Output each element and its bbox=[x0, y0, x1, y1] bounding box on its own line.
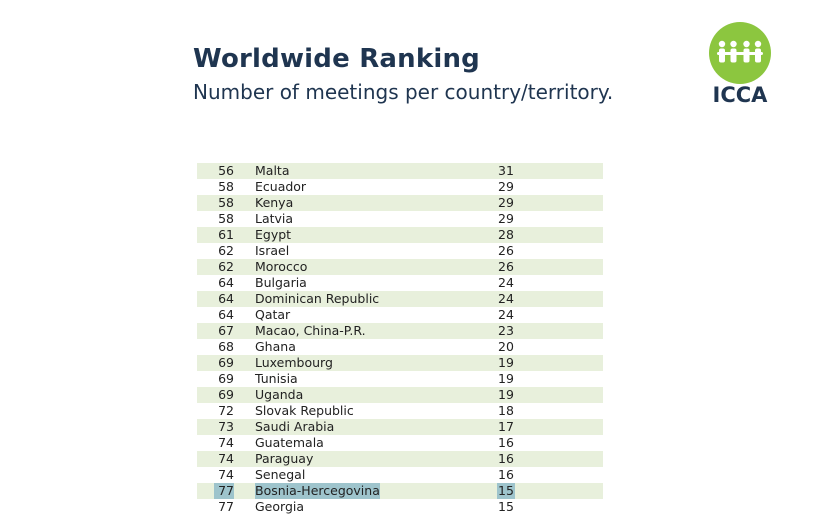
table-row: 62 Morocco 26 bbox=[197, 259, 603, 275]
country-cell: Latvia bbox=[255, 211, 294, 226]
country-cell: Egypt bbox=[255, 227, 292, 242]
rank-cell: 56 bbox=[218, 163, 234, 178]
meetings-count-cell: 18 bbox=[498, 403, 514, 418]
rank-cell: 77 bbox=[218, 499, 234, 514]
meetings-count-cell: 19 bbox=[498, 355, 514, 370]
meetings-count-cell: 24 bbox=[498, 307, 514, 322]
country-cell: Uganda bbox=[255, 387, 304, 402]
rank-cell: 64 bbox=[218, 291, 234, 306]
country-cell: Ghana bbox=[255, 339, 296, 354]
table-row: 64 Dominican Republic 24 bbox=[197, 291, 603, 307]
meetings-count-cell: 15 bbox=[498, 499, 514, 514]
rank-cell: 77 bbox=[214, 483, 234, 499]
country-cell: Morocco bbox=[255, 259, 308, 274]
meetings-count-cell: 24 bbox=[498, 275, 514, 290]
table-row: 62 Israel 26 bbox=[197, 243, 603, 259]
table-row: 58 Ecuador 29 bbox=[197, 179, 603, 195]
meetings-count-cell: 26 bbox=[498, 259, 514, 274]
meetings-count-cell: 19 bbox=[498, 371, 514, 386]
rank-cell: 62 bbox=[218, 243, 234, 258]
meetings-count-cell: 29 bbox=[498, 179, 514, 194]
table-row: 69 Uganda 19 bbox=[197, 387, 603, 403]
country-cell: Tunisia bbox=[255, 371, 298, 386]
meetings-count-cell: 29 bbox=[498, 211, 514, 226]
rank-cell: 58 bbox=[218, 195, 234, 210]
rank-cell: 74 bbox=[218, 467, 234, 482]
table-row: 74 Guatemala 16 bbox=[197, 435, 603, 451]
rank-cell: 58 bbox=[218, 211, 234, 226]
country-cell: Senegal bbox=[255, 467, 306, 482]
meetings-count-cell: 24 bbox=[498, 291, 514, 306]
country-cell: Bulgaria bbox=[255, 275, 307, 290]
people-group-icon bbox=[709, 22, 771, 84]
country-cell: Macao, China-P.R. bbox=[255, 323, 366, 338]
country-cell: Georgia bbox=[255, 499, 305, 514]
country-cell: Bosnia-Hercegovina bbox=[255, 483, 380, 499]
meetings-count-cell: 31 bbox=[498, 163, 514, 178]
rank-cell: 69 bbox=[218, 371, 234, 386]
country-cell: Guatemala bbox=[255, 435, 324, 450]
rank-cell: 61 bbox=[218, 227, 234, 242]
table-row: 61 Egypt 28 bbox=[197, 227, 603, 243]
country-cell: Dominican Republic bbox=[255, 291, 380, 306]
table-row: 77 Georgia 15 bbox=[197, 499, 603, 515]
meetings-count-cell: 20 bbox=[498, 339, 514, 354]
table-row: 74 Paraguay 16 bbox=[197, 451, 603, 467]
table-row: 58 Kenya 29 bbox=[197, 195, 603, 211]
rank-cell: 68 bbox=[218, 339, 234, 354]
rank-cell: 58 bbox=[218, 179, 234, 194]
meetings-count-cell: 16 bbox=[498, 467, 514, 482]
meetings-count-cell: 16 bbox=[498, 435, 514, 450]
table-row: 72 Slovak Republic 18 bbox=[197, 403, 603, 419]
rank-cell: 62 bbox=[218, 259, 234, 274]
rank-cell: 72 bbox=[218, 403, 234, 418]
table-row: 68 Ghana 20 bbox=[197, 339, 603, 355]
meetings-count-cell: 16 bbox=[498, 451, 514, 466]
table-row: 69 Tunisia 19 bbox=[197, 371, 603, 387]
table-row: 67 Macao, China-P.R. 23 bbox=[197, 323, 603, 339]
meetings-count-cell: 26 bbox=[498, 243, 514, 258]
meetings-count-cell: 19 bbox=[498, 387, 514, 402]
table-row: 58 Latvia 29 bbox=[197, 211, 603, 227]
logo-text: ICCA bbox=[712, 83, 768, 107]
rank-cell: 74 bbox=[218, 435, 234, 450]
meetings-count-cell: 15 bbox=[497, 483, 515, 499]
rank-cell: 69 bbox=[218, 355, 234, 370]
page-subtitle: Number of meetings per country/territory… bbox=[193, 80, 614, 104]
country-cell: Saudi Arabia bbox=[255, 419, 335, 434]
ranking-table: 56 Malta 31 58 Ecuador 29 58 Kenya 29 58 Latvia 29 6… bbox=[197, 163, 603, 515]
icca-logo: ICCA bbox=[700, 16, 780, 108]
table-row: 74 Senegal 16 bbox=[197, 467, 603, 483]
country-cell: Slovak Republic bbox=[255, 403, 354, 418]
table-row: 64 Qatar 24 bbox=[197, 307, 603, 323]
country-cell: Qatar bbox=[255, 307, 291, 322]
table-row-highlighted: 77 Bosnia-Hercegovina 15 bbox=[197, 483, 603, 499]
rank-cell: 67 bbox=[218, 323, 234, 338]
meetings-count-cell: 29 bbox=[498, 195, 514, 210]
country-cell: Israel bbox=[255, 243, 290, 258]
rank-cell: 64 bbox=[218, 307, 234, 322]
country-cell: Kenya bbox=[255, 195, 294, 210]
meetings-count-cell: 23 bbox=[498, 323, 514, 338]
page-title: Worldwide Ranking bbox=[193, 44, 480, 74]
country-cell: Ecuador bbox=[255, 179, 307, 194]
country-cell: Luxembourg bbox=[255, 355, 333, 370]
table-row: 64 Bulgaria 24 bbox=[197, 275, 603, 291]
meetings-count-cell: 17 bbox=[498, 419, 514, 434]
table-row: 56 Malta 31 bbox=[197, 163, 603, 179]
table-row: 69 Luxembourg 19 bbox=[197, 355, 603, 371]
country-cell: Paraguay bbox=[255, 451, 314, 466]
rank-cell: 64 bbox=[218, 275, 234, 290]
rank-cell: 73 bbox=[218, 419, 234, 434]
rank-cell: 69 bbox=[218, 387, 234, 402]
meetings-count-cell: 28 bbox=[498, 227, 514, 242]
country-cell: Malta bbox=[255, 163, 290, 178]
table-row: 73 Saudi Arabia 17 bbox=[197, 419, 603, 435]
rank-cell: 74 bbox=[218, 451, 234, 466]
